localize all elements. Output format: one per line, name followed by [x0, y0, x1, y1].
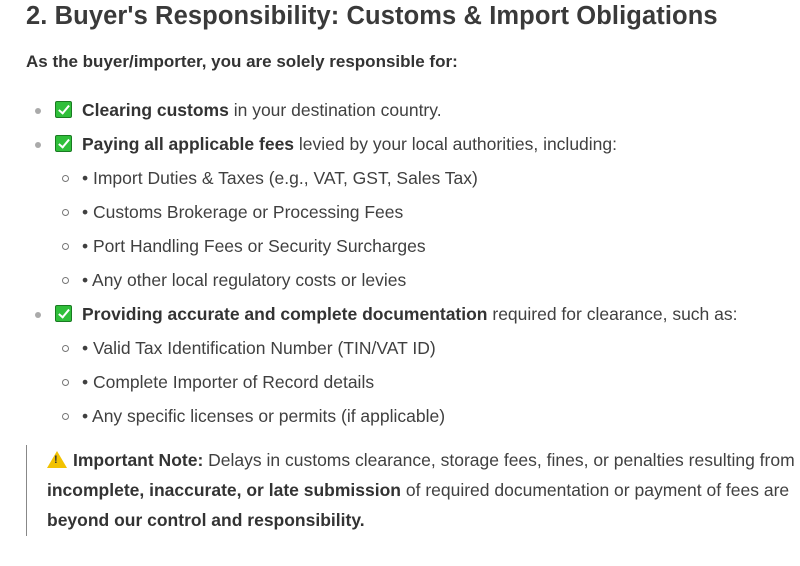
sub-item-text: • Any specific licenses or permits (if a…	[82, 406, 446, 426]
circle-bullet-icon	[62, 345, 69, 352]
sub-list-item: • Customs Brokerage or Processing Fees	[0, 195, 738, 229]
check-mark-icon	[55, 305, 72, 322]
note-bold: beyond our control and responsibility.	[47, 510, 365, 530]
bullet-icon	[35, 142, 41, 148]
sub-item-text: • Valid Tax Identification Number (TIN/V…	[82, 338, 436, 358]
warning-icon	[47, 451, 67, 468]
sub-list-item: • Complete Importer of Record details	[0, 365, 738, 399]
bullet-icon	[35, 312, 41, 318]
sub-item-text: • Complete Importer of Record details	[82, 372, 375, 392]
check-mark-icon	[55, 135, 72, 152]
section-heading: 2. Buyer's Responsibility: Customs & Imp…	[26, 2, 718, 30]
circle-bullet-icon	[62, 243, 69, 250]
sub-item-text: • Any other local regulatory costs or le…	[82, 270, 407, 290]
list-item: Paying all applicable fees levied by you…	[0, 127, 738, 161]
bullet-icon	[35, 108, 41, 114]
sub-item-text: • Port Handling Fees or Security Surchar…	[82, 236, 426, 256]
circle-bullet-icon	[62, 209, 69, 216]
item-text: required for clearance, such as:	[487, 304, 738, 324]
intro-text: As the buyer/importer, you are solely re…	[26, 52, 458, 71]
item-bold: Providing accurate and complete document…	[82, 304, 488, 324]
circle-bullet-icon	[62, 175, 69, 182]
note-text: Delays in customs clearance, storage fee…	[203, 450, 795, 470]
circle-bullet-icon	[62, 277, 69, 284]
circle-bullet-icon	[62, 379, 69, 386]
sub-list-item: • Valid Tax Identification Number (TIN/V…	[0, 331, 738, 365]
note-label: Important Note:	[73, 450, 204, 470]
list-item: Clearing customs in your destination cou…	[0, 93, 738, 127]
item-text: levied by your local authorities, includ…	[294, 134, 618, 154]
sub-list-item: • Port Handling Fees or Security Surchar…	[0, 229, 738, 263]
sub-list-item: • Any specific licenses or permits (if a…	[0, 399, 738, 433]
check-mark-icon	[55, 101, 72, 118]
circle-bullet-icon	[62, 413, 69, 420]
list-item: Providing accurate and complete document…	[0, 297, 738, 331]
sub-list-item: • Import Duties & Taxes (e.g., VAT, GST,…	[0, 161, 738, 195]
important-note-blockquote: Important Note: Delays in customs cleara…	[26, 445, 796, 536]
sub-item-text: • Import Duties & Taxes (e.g., VAT, GST,…	[82, 168, 478, 188]
note-text: of required documentation or payment of …	[401, 480, 790, 500]
responsibility-list: Clearing customs in your destination cou…	[0, 93, 738, 433]
sub-item-text: • Customs Brokerage or Processing Fees	[82, 202, 404, 222]
item-bold: Paying all applicable fees	[82, 134, 295, 154]
sub-list-item: • Any other local regulatory costs or le…	[0, 263, 738, 297]
note-bold: incomplete, inaccurate, or late submissi…	[47, 480, 401, 500]
item-text: in your destination country.	[228, 100, 442, 120]
item-bold: Clearing customs	[82, 100, 229, 120]
